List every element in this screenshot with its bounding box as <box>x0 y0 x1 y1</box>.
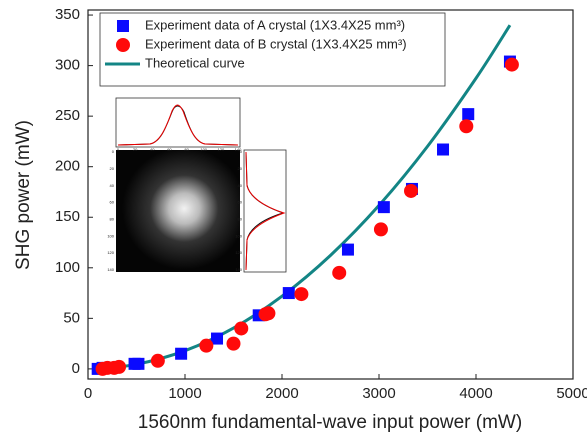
data-point <box>234 321 249 336</box>
x-tick-label: 4000 <box>459 385 492 402</box>
data-point <box>341 243 354 256</box>
y-tick-label: 150 <box>55 208 80 225</box>
inset-tick-label: 60 <box>238 200 243 205</box>
inset-tick-label: 20 <box>110 166 115 171</box>
legend-marker <box>117 20 129 32</box>
data-point <box>459 119 474 134</box>
inset-tick-label: 140 <box>107 267 114 272</box>
data-point <box>211 332 224 345</box>
inset-tick-label: 0 <box>112 149 115 154</box>
data-point <box>373 222 388 237</box>
y-tick-label: 250 <box>55 107 80 124</box>
legend-label: Theoretical curve <box>145 55 245 70</box>
data-point <box>261 306 276 321</box>
inset-image <box>116 150 240 272</box>
legend-label: Experiment data of B crystal (1X3.4X25 m… <box>145 36 407 51</box>
y-tick-label: 300 <box>55 57 80 74</box>
data-point <box>150 353 165 368</box>
inset-tick-label: 120 <box>107 250 114 255</box>
data-point <box>294 287 309 302</box>
inset-tick-label: 40 <box>150 147 155 152</box>
x-tick-label: 0 <box>84 385 92 402</box>
x-tick-label: 5000 <box>556 385 587 402</box>
data-point <box>132 357 145 370</box>
inset-tick-label: 0 <box>117 147 120 152</box>
inset-tick-label: 140 <box>235 267 242 272</box>
inset-tick-label: 40 <box>238 183 243 188</box>
y-tick-label: 350 <box>55 6 80 23</box>
x-axis-label: 1560nm fundamental-wave input power (mW) <box>138 412 522 433</box>
inset-tick-label: 20 <box>238 166 243 171</box>
legend-box <box>99 12 446 87</box>
inset-right-fit <box>245 151 286 271</box>
inset-top-fit <box>117 104 239 146</box>
inset-tick-label: 40 <box>110 183 115 188</box>
inset-tick-label: 120 <box>218 147 225 152</box>
inset-tick-label: 20 <box>133 147 138 152</box>
inset-tick-label: 120 <box>235 250 242 255</box>
theory-curve <box>97 24 512 371</box>
x-tick-label: 1000 <box>168 385 201 402</box>
inset-tick-label: 100 <box>200 147 207 152</box>
legend-label: Experiment data of A crystal (1X3.4X25 m… <box>145 17 405 32</box>
y-tick-label: 0 <box>72 360 80 377</box>
inset-tick-label: 0 <box>240 149 243 154</box>
data-point <box>112 359 127 374</box>
data-point <box>282 287 295 300</box>
y-tick-label: 200 <box>55 158 80 175</box>
data-point <box>504 57 519 72</box>
inset <box>115 97 287 273</box>
inset-tick-label: 60 <box>167 147 172 152</box>
data-point <box>226 336 241 351</box>
inset-tick-label: 80 <box>238 216 243 221</box>
y-tick-label: 100 <box>55 259 80 276</box>
inset-tick-label: 100 <box>235 233 242 238</box>
y-axis-label: SHG power (mW) <box>13 120 34 270</box>
inset-right-frame <box>243 149 287 273</box>
data-point <box>199 338 214 353</box>
inset-tick-label: 80 <box>184 147 189 152</box>
data-point <box>377 201 390 214</box>
plot-frame <box>87 9 574 380</box>
x-tick-label: 2000 <box>265 385 298 402</box>
inset-tick-label: 60 <box>110 200 115 205</box>
inset-tick-label: 140 <box>235 147 242 152</box>
y-tick-label: 50 <box>63 309 80 326</box>
inset-tick-label: 80 <box>110 216 115 221</box>
legend-marker <box>116 38 130 52</box>
data-point <box>404 183 419 198</box>
data-point <box>175 347 188 360</box>
data-point <box>437 143 450 156</box>
data-point <box>332 265 347 280</box>
x-tick-label: 3000 <box>362 385 395 402</box>
inset-tick-label: 100 <box>107 233 114 238</box>
data-point <box>462 108 475 121</box>
